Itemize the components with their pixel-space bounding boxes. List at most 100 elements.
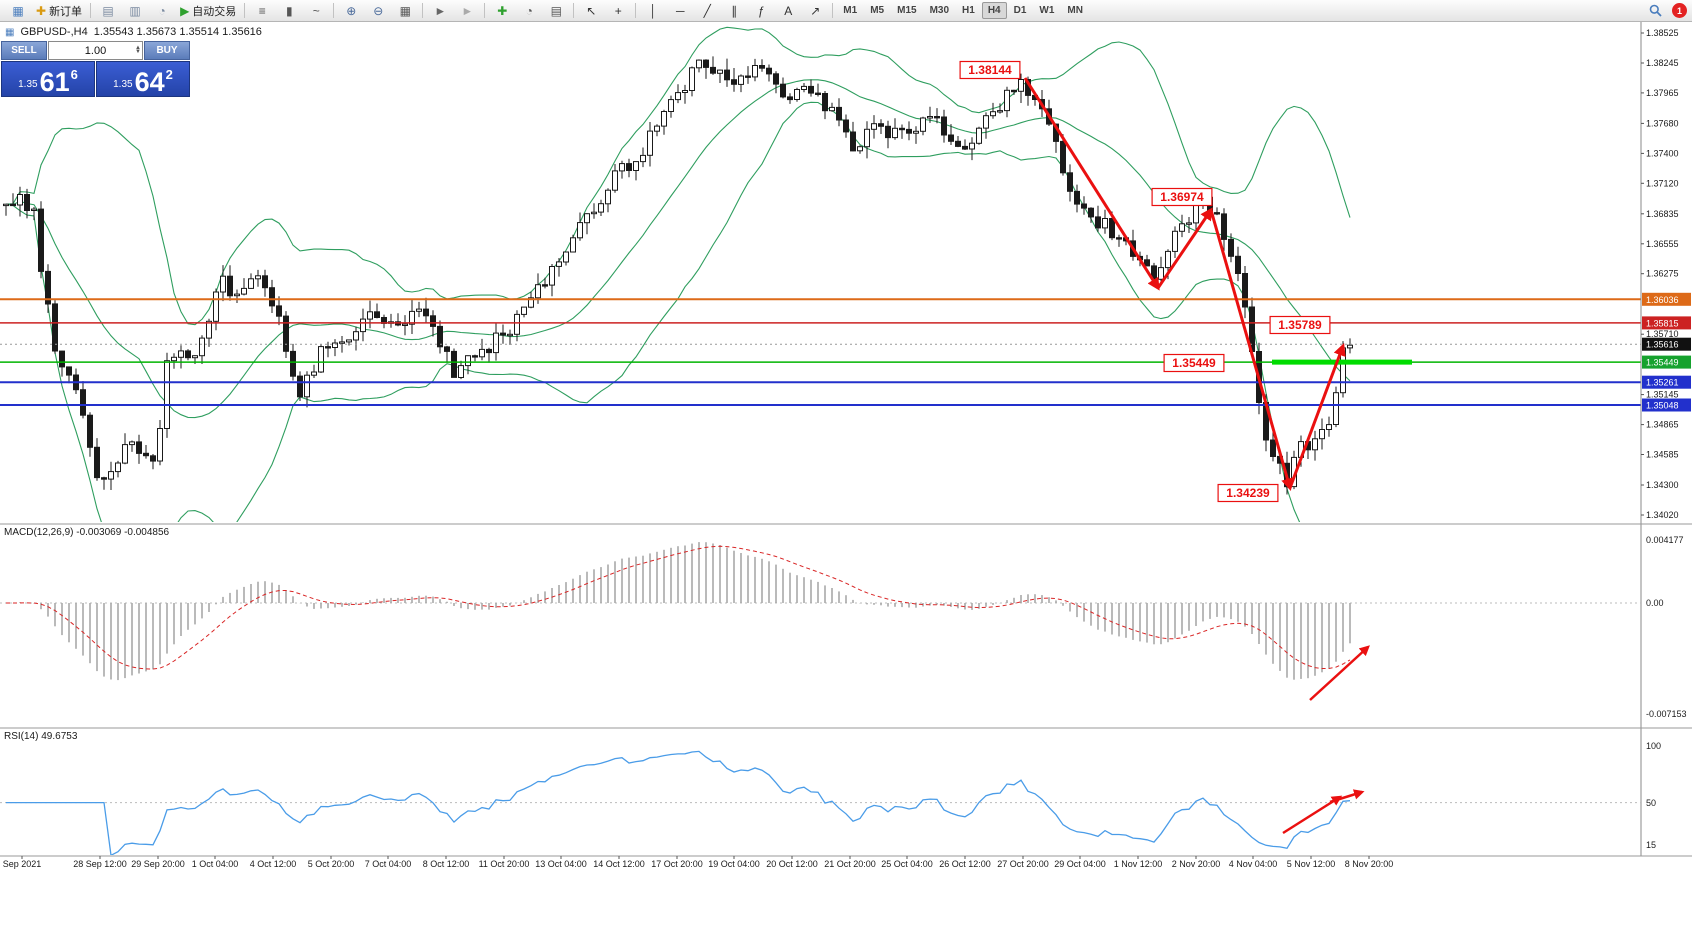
arrows-icon: ↗ xyxy=(810,3,821,18)
volume-value: 1.00 xyxy=(84,44,107,57)
toolbar-separator xyxy=(422,3,424,18)
timeframe-button-m5[interactable]: M5 xyxy=(870,5,885,16)
x-axis-label: 13 Oct 04:00 xyxy=(535,859,587,869)
candle-body xyxy=(1095,216,1101,229)
timeframe-toolbar: M1 M5 M15 M30 H1 H4 D1 W1 MN xyxy=(837,2,1089,19)
channel-button[interactable]: ∥ xyxy=(721,1,747,21)
buy-price-button[interactable]: 1.35 64 2 xyxy=(96,61,190,97)
timeframe-button-m30[interactable]: M30 xyxy=(929,5,950,16)
candle-body xyxy=(1018,79,1024,92)
chart-shift-button[interactable]: ► xyxy=(454,1,480,21)
price-badge-label: 1.36036 xyxy=(1646,295,1679,305)
order-controls-row: SELL 1.00 ▲ ▼ BUY xyxy=(1,41,190,60)
timeframe-button-d1[interactable]: D1 xyxy=(1013,5,1027,16)
candle-body xyxy=(1333,392,1339,426)
timeframe-button-mn[interactable]: MN xyxy=(1067,5,1083,16)
macd-axis-label: 0.00 xyxy=(1646,598,1664,608)
volume-stepper[interactable]: ▲ ▼ xyxy=(135,42,141,59)
vertical-line-button[interactable]: │ xyxy=(640,1,666,21)
candle-body xyxy=(815,92,821,95)
annotation-label: 1.36974 xyxy=(1160,190,1204,204)
candle-body xyxy=(773,73,779,85)
candle-body xyxy=(283,315,289,352)
templates-button[interactable]: ▤ xyxy=(543,1,569,21)
navigator-icon: ◔ xyxy=(158,3,166,18)
candle-body xyxy=(479,348,485,358)
line-chart-button[interactable]: ~ xyxy=(303,1,329,21)
candle-body xyxy=(1186,222,1192,225)
market-watch-button[interactable]: ▤ xyxy=(95,1,121,21)
candle-body xyxy=(738,75,744,85)
crosshair-button[interactable]: + xyxy=(605,1,631,21)
zoom-in-button[interactable]: ⊕ xyxy=(338,1,364,21)
search-button[interactable] xyxy=(1642,1,1668,21)
candle-body xyxy=(94,446,100,479)
indicators-button[interactable]: ✚ xyxy=(489,1,515,21)
candle-body xyxy=(80,389,86,416)
buy-button[interactable]: BUY xyxy=(144,41,190,60)
candle-body xyxy=(535,284,541,299)
volume-input[interactable]: 1.00 ▲ ▼ xyxy=(48,41,143,60)
candle-body xyxy=(528,297,534,308)
candle-body xyxy=(1319,429,1325,440)
x-axis-label: 26 Oct 12:00 xyxy=(939,859,991,869)
vertical-line-icon: │ xyxy=(649,3,658,18)
auto-scroll-button[interactable]: ► xyxy=(427,1,453,21)
trendline-button[interactable]: ╱ xyxy=(694,1,720,21)
candle-body xyxy=(843,119,849,133)
price-tick-label: 1.34020 xyxy=(1646,510,1679,520)
candle-body xyxy=(514,313,520,335)
timeframe-button-m15[interactable]: M15 xyxy=(897,5,917,16)
candle-body xyxy=(150,455,156,462)
price-tick-label: 1.36555 xyxy=(1646,239,1679,249)
bar-chart-button[interactable]: ≡ xyxy=(249,1,275,21)
candle-body xyxy=(598,203,604,213)
timeframe-button-w1[interactable]: W1 xyxy=(1039,5,1055,16)
auto-trading-button-label: 自动交易 xyxy=(192,5,237,18)
volume-up-icon[interactable]: ▲ xyxy=(135,44,141,51)
trendline-icon: ╱ xyxy=(703,3,711,18)
text-button[interactable]: A xyxy=(775,1,801,21)
toolbar-separator xyxy=(333,3,335,18)
periods-button[interactable]: ◔ xyxy=(516,1,542,21)
sell-price-button[interactable]: 1.35 61 6 xyxy=(1,61,95,97)
candle-body xyxy=(948,134,954,142)
candle-body xyxy=(276,305,282,317)
arrows-button[interactable]: ↗ xyxy=(802,1,828,21)
timeframe-button-h1[interactable]: H1 xyxy=(962,5,975,16)
rsi-arrow xyxy=(1329,789,1365,804)
auto-trading-button[interactable]: ▶ 自动交易 xyxy=(176,1,240,21)
cursor-icon: ↖ xyxy=(586,3,597,18)
fibonacci-button[interactable]: ƒ xyxy=(748,1,774,21)
timeframe-button-h4[interactable]: H4 xyxy=(981,2,1007,19)
annotation-label: 1.35789 xyxy=(1278,318,1322,332)
fibonacci-icon: ƒ xyxy=(757,3,765,18)
candle-body xyxy=(262,275,268,289)
candle-body xyxy=(17,194,23,206)
candlestick-chart-icon: ▮ xyxy=(285,3,293,18)
cursor-button[interactable]: ↖ xyxy=(578,1,604,21)
candle-body xyxy=(1011,89,1017,93)
x-axis-label: 5 Oct 20:00 xyxy=(308,859,355,869)
candle-body xyxy=(31,208,37,212)
toolbar-separator xyxy=(635,3,637,18)
timeframe-button-m1[interactable]: M1 xyxy=(843,5,858,16)
new-order-button-label: 新订单 xyxy=(49,5,83,18)
toolbar-separator xyxy=(244,3,246,18)
candlestick-chart-button[interactable]: ▮ xyxy=(276,1,302,21)
data-window-button[interactable]: ▥ xyxy=(122,1,148,21)
volume-down-icon[interactable]: ▼ xyxy=(135,48,141,55)
x-axis-label: 29 Oct 04:00 xyxy=(1054,859,1106,869)
candle-body xyxy=(633,161,639,172)
new-order-button[interactable]: ✚ 新订单 xyxy=(32,1,86,21)
horizontal-line-button[interactable]: ─ xyxy=(667,1,693,21)
navigator-button[interactable]: ◔ xyxy=(149,1,175,21)
notification-badge[interactable]: 1 xyxy=(1672,3,1687,18)
zoom-out-button[interactable]: ⊖ xyxy=(365,1,391,21)
new-chart-button[interactable]: ▦ xyxy=(5,1,31,21)
tile-windows-button[interactable]: ▦ xyxy=(392,1,418,21)
sell-button[interactable]: SELL xyxy=(1,41,47,60)
candle-body xyxy=(1270,439,1276,457)
annotation-label: 1.38144 xyxy=(968,63,1012,77)
